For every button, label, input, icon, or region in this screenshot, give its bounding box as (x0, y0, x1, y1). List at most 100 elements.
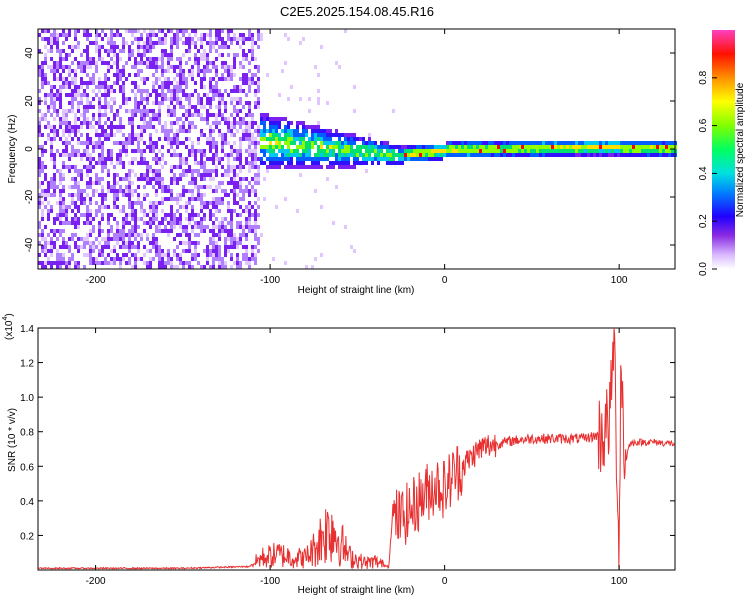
heatmap-cell (257, 181, 260, 185)
heatmap-cell (311, 161, 314, 165)
heatmap-cell (53, 37, 56, 41)
heatmap-cell (491, 153, 494, 157)
heatmap-cell (581, 145, 584, 149)
heatmap-cell (530, 153, 533, 157)
heatmap-cell (347, 141, 350, 145)
heatmap-cell (173, 37, 176, 41)
heatmap-cell (47, 29, 50, 33)
heatmap-cell (179, 257, 182, 261)
heatmap-cell (137, 161, 140, 165)
heatmap-cell (95, 133, 98, 137)
heatmap-cell (113, 141, 116, 145)
heatmap-cell (353, 249, 356, 253)
heatmap-cell (182, 73, 185, 77)
heatmap-cell (251, 137, 254, 141)
heatmap-cell (110, 261, 113, 265)
heatmap-cell (83, 153, 86, 157)
heatmap-cell (317, 133, 320, 137)
heatmap-cell (104, 81, 107, 85)
heatmap-cell (113, 49, 116, 53)
heatmap-cell (74, 165, 77, 169)
heatmap-cell (77, 261, 80, 265)
heatmap-cell (212, 129, 215, 133)
heatmap-cell (68, 85, 71, 89)
heatmap-cell (74, 261, 77, 265)
heatmap-cell (563, 153, 566, 157)
heatmap-cell (161, 129, 164, 133)
heatmap-cell (101, 245, 104, 249)
heatmap-cell (128, 229, 131, 233)
heatmap-cell (239, 153, 242, 157)
heatmap-cell (158, 109, 161, 113)
heatmap-cell (50, 249, 53, 253)
heatmap-cell (227, 53, 230, 57)
heatmap-cell (245, 177, 248, 181)
heatmap-cell (233, 201, 236, 205)
heatmap-cell (254, 81, 257, 85)
heatmap-cell (140, 217, 143, 221)
heatmap-cell (101, 237, 104, 241)
heatmap-cell (41, 265, 44, 269)
heatmap-cell (497, 145, 500, 149)
heatmap-cell (95, 237, 98, 241)
heatmap-cell (131, 125, 134, 129)
heatmap-cell (566, 145, 569, 149)
heatmap-cell (239, 221, 242, 225)
heatmap-cell (269, 129, 272, 133)
heatmap-cell (299, 137, 302, 141)
heatmap-cell (125, 177, 128, 181)
heatmap-cell (257, 45, 260, 49)
heatmap-cell (128, 249, 131, 253)
heatmap-cell (200, 153, 203, 157)
heatmap-cell (107, 37, 110, 41)
heatmap-cell (185, 49, 188, 53)
heatmap-cell (524, 149, 527, 153)
heatmap-cell (248, 85, 251, 89)
heatmap-cell (215, 217, 218, 221)
heatmap-cell (533, 141, 536, 145)
heatmap-cell (245, 113, 248, 117)
heatmap-cell (404, 149, 407, 153)
heatmap-cell (218, 229, 221, 233)
heatmap-cell (197, 149, 200, 153)
heatmap-cell (179, 225, 182, 229)
heatmap-cell (71, 109, 74, 113)
heatmap-cell (200, 45, 203, 49)
heatmap-cell (158, 177, 161, 181)
heatmap-cell (44, 61, 47, 65)
heatmap-cell (392, 161, 395, 165)
heatmap-cell (194, 109, 197, 113)
heatmap-cell (47, 109, 50, 113)
heatmap-cell (128, 109, 131, 113)
heatmap-cell (164, 217, 167, 221)
heatmap-cell (149, 181, 152, 185)
heatmap-cell (98, 81, 101, 85)
heatmap-cell (221, 141, 224, 145)
heatmap-cell (308, 97, 311, 101)
heatmap-cell (131, 109, 134, 113)
heatmap-cell (215, 85, 218, 89)
heatmap-cell (107, 65, 110, 69)
heatmap-cell (425, 157, 428, 161)
heatmap-cell (185, 145, 188, 149)
heatmap-cell (113, 81, 116, 85)
heatmap-cell (191, 205, 194, 209)
heatmap-cell (74, 265, 77, 269)
heatmap-cell (188, 181, 191, 185)
heatmap-cell (194, 245, 197, 249)
heatmap-cell (284, 117, 287, 121)
heatmap-cell (224, 261, 227, 265)
heatmap-cell (158, 149, 161, 153)
heatmap-cell (125, 153, 128, 157)
heatmap-cell (44, 265, 47, 269)
heatmap-cell (623, 149, 626, 153)
heatmap-cell (203, 173, 206, 177)
heatmap-cell (62, 257, 65, 261)
heatmap-cell (422, 157, 425, 161)
heatmap-cell (59, 173, 62, 177)
heatmap-cell (98, 221, 101, 225)
heatmap-cell (221, 217, 224, 221)
heatmap-cell (128, 257, 131, 261)
heatmap-cell (134, 133, 137, 137)
heatmap-cell (155, 61, 158, 65)
